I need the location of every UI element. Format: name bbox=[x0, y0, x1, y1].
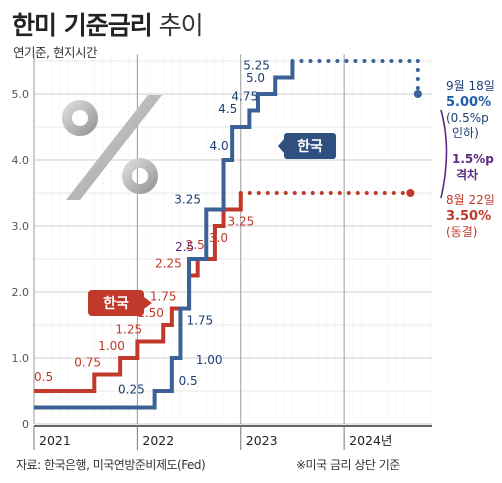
legend-us-label: 한국 bbox=[297, 139, 323, 155]
y-axis: 0 1.0 2.0 3.0 4.0 5.0 bbox=[12, 88, 30, 431]
percent-icon bbox=[62, 95, 162, 200]
us-value-label: 3.25 bbox=[174, 193, 201, 207]
korea-ann-date: 8월 22일 bbox=[446, 193, 495, 207]
us-value-label: 4.5 bbox=[218, 102, 237, 116]
us-annotation: 9월 18일 5.00% (0.5%p 인하) bbox=[446, 79, 495, 140]
korea-ann-change: (동결) bbox=[446, 225, 477, 239]
legend-us-badge: 한국 bbox=[278, 133, 336, 159]
series-end-point bbox=[406, 189, 415, 197]
y-tick-label: 1.0 bbox=[12, 352, 30, 365]
us-value-label: 4.75 bbox=[231, 90, 258, 104]
us-value-label: 2.5 bbox=[175, 240, 194, 254]
korea-value-label: 2.5 bbox=[186, 238, 205, 252]
korea-ann-rate: 3.50% bbox=[446, 209, 491, 224]
us-ann-change2: 인하) bbox=[452, 126, 479, 140]
korea-value-label: 2.25 bbox=[155, 257, 182, 271]
title-sub: 추이 bbox=[151, 11, 204, 40]
korea-value-label: 0.5 bbox=[34, 370, 53, 384]
korea-value-label: 3.0 bbox=[209, 231, 228, 245]
korea-value-label: 0.75 bbox=[74, 356, 101, 370]
korea-value-label: 3.25 bbox=[228, 215, 255, 229]
series-korea bbox=[34, 189, 415, 393]
us-ann-rate: 5.00% bbox=[446, 95, 491, 110]
us-value-label: 5.0 bbox=[246, 71, 265, 85]
data-labels: 0.25 0.5 1.00 1.75 2.5 3.25 4.0 4.54.75 5.05.25 0… bbox=[34, 59, 270, 397]
us-value-label: 1.75 bbox=[186, 314, 213, 328]
y-tick-label: 3.0 bbox=[12, 220, 30, 233]
us-value-label: 4.0 bbox=[210, 139, 229, 153]
title-main: 한미 기준금리 bbox=[12, 11, 153, 40]
us-value-label: 5.25 bbox=[243, 59, 270, 73]
us-value-label: 0.5 bbox=[179, 374, 198, 388]
x-tick-label: 2023 bbox=[246, 433, 278, 448]
series-us bbox=[34, 59, 422, 410]
x-tick-label: 2022 bbox=[142, 433, 174, 448]
y-tick-label: 2.0 bbox=[12, 286, 30, 299]
source-note: 자료: 한국은행, 미국연방준비제도(Fed) bbox=[16, 458, 206, 472]
y-tick-label: 5.0 bbox=[12, 88, 30, 101]
us-ann-date: 9월 18일 bbox=[446, 79, 495, 93]
gap-label: 격차 bbox=[456, 167, 478, 182]
us-ann-change1: (0.5%p bbox=[446, 111, 489, 125]
x-tick-label: 2024년 bbox=[349, 433, 392, 448]
x-axis: 2021 2022 2023 2024년 bbox=[33, 425, 432, 450]
chart-grid bbox=[33, 54, 432, 425]
footnote: ※미국 금리 상단 기준 bbox=[296, 458, 400, 472]
us-value-label: 0.25 bbox=[118, 383, 145, 397]
series-line-solid bbox=[34, 193, 243, 393]
x-tick-label: 2021 bbox=[39, 433, 71, 448]
gap-annotation: 1.5%p 격차 bbox=[440, 109, 494, 199]
korea-value-label: 1.75 bbox=[150, 290, 177, 304]
legend-korea-badge: 한국 bbox=[88, 290, 152, 316]
page-title: 한미 기준금리 추이 bbox=[12, 6, 204, 42]
series-end-point bbox=[413, 90, 422, 98]
y-tick-label: 0 bbox=[22, 418, 29, 431]
korea-value-label: 1.25 bbox=[115, 323, 142, 337]
series-line-solid bbox=[34, 61, 295, 410]
korea-value-label: 1.00 bbox=[98, 339, 125, 353]
gap-value: 1.5%p bbox=[452, 152, 494, 166]
legend-korea-label: 한국 bbox=[103, 296, 129, 312]
y-tick-label: 4.0 bbox=[12, 154, 30, 167]
korea-annotation: 8월 22일 3.50% (동결) bbox=[446, 193, 495, 239]
us-value-label: 1.00 bbox=[196, 353, 223, 367]
